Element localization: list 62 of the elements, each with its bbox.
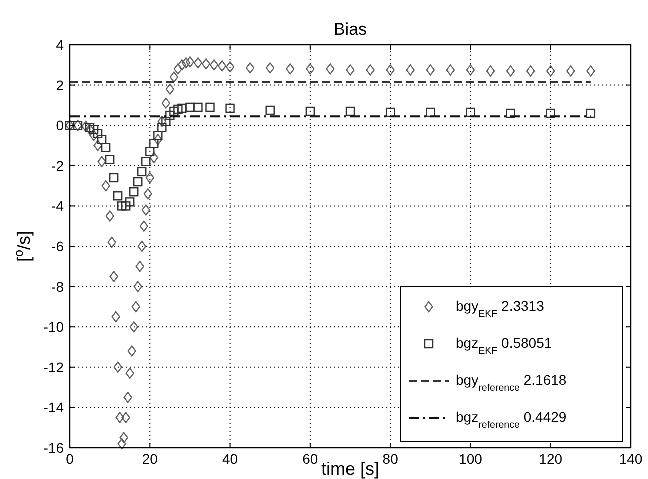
x-tick-label: 20 bbox=[142, 451, 158, 467]
point bbox=[186, 102, 195, 112]
chart-title: Bias bbox=[334, 20, 368, 39]
point bbox=[546, 108, 556, 118]
point bbox=[85, 123, 95, 132]
x-tick-label: 40 bbox=[222, 451, 238, 467]
y-tick-label: -12 bbox=[44, 359, 64, 376]
y-tick-label: -8 bbox=[52, 278, 64, 295]
point bbox=[97, 135, 107, 144]
point bbox=[306, 106, 316, 116]
point bbox=[506, 108, 516, 118]
point bbox=[174, 104, 183, 114]
legend-label: bgz$_{EKF}$ 0.58051 bbox=[456, 335, 552, 356]
point bbox=[117, 202, 127, 211]
point bbox=[101, 143, 111, 152]
point bbox=[166, 110, 175, 120]
point bbox=[138, 167, 147, 177]
y-tick-label: -16 bbox=[44, 440, 64, 456]
x-tick-label: 140 bbox=[619, 451, 643, 467]
y-tick-label: -2 bbox=[52, 158, 64, 174]
y-tick-label: -14 bbox=[44, 400, 64, 416]
y-tick-label: -6 bbox=[52, 238, 64, 254]
x-axis-title: time [s] bbox=[321, 459, 380, 479]
point bbox=[122, 202, 131, 211]
point bbox=[154, 131, 163, 140]
point bbox=[134, 177, 143, 187]
legend-label: bgz$_{reference}$ 0.4429 bbox=[456, 409, 567, 430]
x-tick-label: 120 bbox=[539, 451, 563, 467]
point bbox=[170, 106, 179, 116]
x-tick-label: 80 bbox=[382, 451, 399, 467]
point bbox=[386, 108, 396, 118]
legend-label: bgy$_{EKF}$ 2.3313 bbox=[456, 298, 545, 320]
y-tick-label: -4 bbox=[52, 198, 64, 214]
x-tick-label: 0 bbox=[66, 451, 74, 467]
point bbox=[426, 108, 436, 118]
point bbox=[346, 106, 356, 116]
point bbox=[142, 157, 151, 166]
point bbox=[194, 102, 203, 112]
point bbox=[162, 116, 171, 126]
point bbox=[105, 155, 115, 164]
point bbox=[126, 198, 135, 207]
point bbox=[93, 129, 103, 138]
point bbox=[178, 104, 187, 114]
point bbox=[89, 125, 99, 134]
point bbox=[206, 102, 215, 112]
point bbox=[158, 123, 167, 132]
y-tick-label: 2 bbox=[56, 77, 64, 94]
y-tick-label: 4 bbox=[56, 37, 64, 53]
point bbox=[150, 139, 159, 148]
point bbox=[130, 187, 139, 197]
x-tick-label: 60 bbox=[302, 451, 318, 467]
legend-label: bgy$_{reference}$ 2.1618 bbox=[456, 372, 567, 394]
point bbox=[109, 173, 119, 183]
y-tick-label: 0 bbox=[56, 118, 64, 134]
y-tick-label: -10 bbox=[44, 319, 64, 336]
point bbox=[586, 108, 596, 118]
point bbox=[226, 104, 235, 114]
point bbox=[113, 192, 123, 201]
point bbox=[466, 108, 476, 118]
x-tick-label: 100 bbox=[459, 451, 483, 467]
point bbox=[146, 147, 155, 156]
point bbox=[266, 106, 275, 116]
